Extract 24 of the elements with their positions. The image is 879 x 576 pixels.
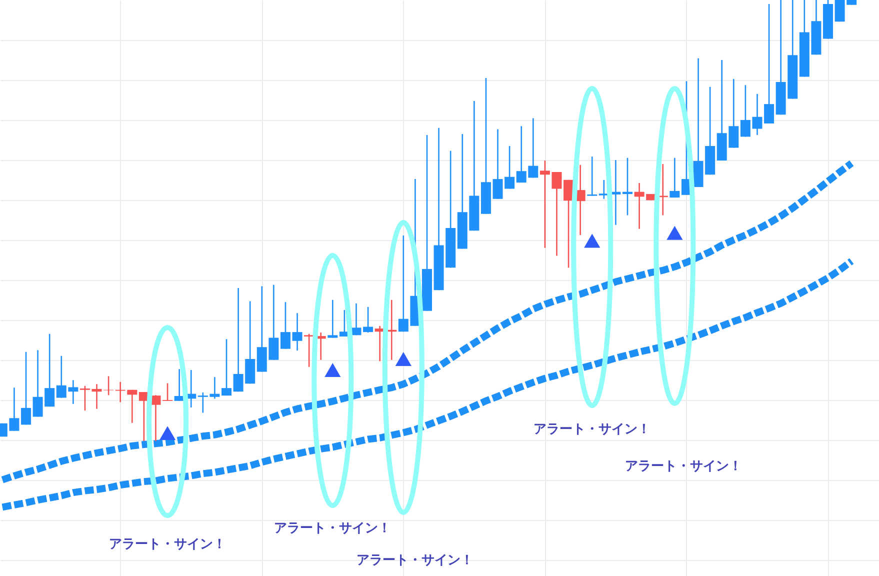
text: アラート・サイン！ — [356, 553, 474, 568]
text: アラート・サイン！ — [274, 521, 392, 536]
text: アラート・サイン！ — [625, 459, 742, 474]
candlestick — [670, 157, 680, 198]
candlestick — [162, 382, 173, 402]
candlestick — [304, 333, 314, 368]
point — [666, 226, 683, 240]
text: アラート・サイン！ — [109, 537, 226, 552]
candlestick — [363, 306, 374, 334]
annotation: アラート・サイン！ — [534, 422, 651, 437]
candlestick — [80, 385, 90, 412]
candlestick — [292, 312, 302, 352]
point — [395, 352, 412, 366]
point — [159, 426, 176, 440]
candlestick — [221, 338, 232, 396]
candlestick — [764, 3, 774, 124]
candlestick — [20, 351, 31, 426]
candlestick — [587, 156, 598, 196]
candlestick — [598, 179, 609, 200]
candlestick — [280, 301, 290, 350]
candlestick — [328, 299, 338, 338]
candlestick — [622, 157, 632, 216]
point — [584, 234, 600, 248]
point — [324, 363, 341, 377]
